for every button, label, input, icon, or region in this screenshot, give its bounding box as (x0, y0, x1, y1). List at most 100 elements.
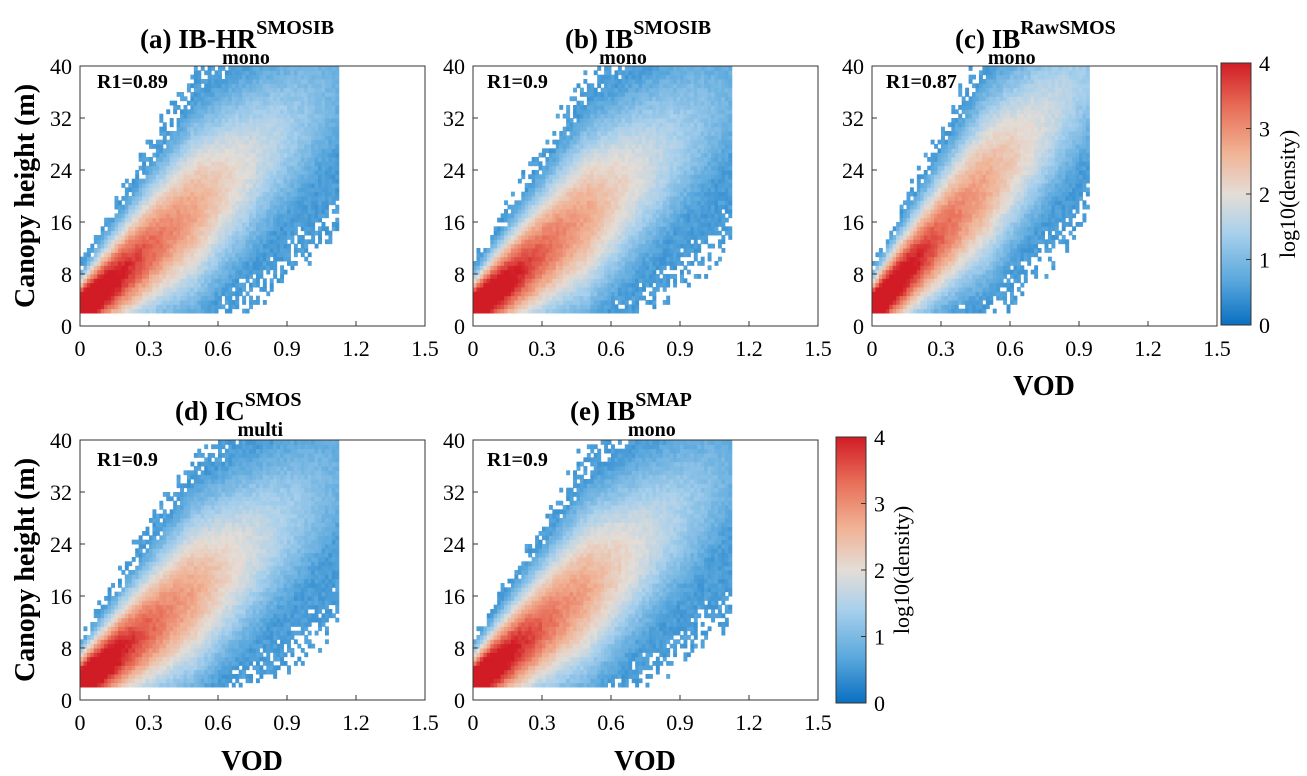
heatmap-cell (135, 235, 140, 240)
heatmap-cell (169, 148, 174, 154)
heatmap-cell (287, 113, 291, 119)
heatmap-cell (517, 295, 522, 301)
heatmap-cell (149, 235, 153, 240)
heatmap-cell (169, 213, 174, 219)
heatmap-cell (200, 178, 205, 184)
heatmap-cell (231, 217, 236, 223)
heatmap-cell (607, 239, 612, 245)
heatmap-cell (583, 209, 588, 214)
heatmap-cell (173, 135, 178, 141)
heatmap-cell (517, 230, 522, 236)
heatmap-cell (314, 161, 319, 167)
heatmap-cell (255, 74, 260, 80)
heatmap-cell (607, 248, 612, 253)
heatmap-cell (204, 178, 209, 184)
heatmap-cell (111, 291, 115, 297)
heatmap-cell (200, 144, 205, 149)
heatmap-cell (535, 183, 540, 188)
heatmap-cell (566, 170, 571, 175)
heatmap-cell (145, 243, 150, 249)
heatmap-cell (287, 213, 291, 219)
heatmap-cell (552, 261, 557, 266)
heatmap-cell (266, 178, 271, 184)
heatmap-cell (628, 217, 633, 223)
heatmap-cell (555, 243, 560, 249)
heatmap-cell (335, 135, 340, 141)
heatmap-cell (186, 83, 191, 89)
heatmap-cell (231, 304, 236, 310)
heatmap-cell (628, 226, 633, 232)
heatmap-cell (328, 122, 333, 128)
heatmap-cell (266, 144, 271, 149)
heatmap-cell (307, 200, 312, 206)
heatmap-cell (159, 213, 164, 219)
heatmap-cell (169, 295, 174, 301)
heatmap-cell (593, 183, 598, 188)
heatmap-cell (214, 256, 219, 262)
heatmap-cell (280, 74, 285, 80)
heatmap-cell (183, 248, 188, 253)
heatmap-cell (552, 230, 557, 236)
heatmap-cell (100, 278, 105, 284)
heatmap-cell (562, 209, 567, 214)
heatmap-cell (176, 265, 181, 271)
heatmap-cell (569, 135, 574, 141)
heatmap-cell (86, 261, 91, 266)
heatmap-cell (183, 217, 188, 223)
heatmap-cell (559, 187, 564, 193)
heatmap-cell (249, 295, 253, 301)
heatmap-cell (266, 157, 271, 162)
heatmap-cell (207, 300, 212, 305)
heatmap-cell (214, 291, 219, 297)
heatmap-cell (224, 209, 229, 214)
heatmap-cell (579, 183, 584, 188)
heatmap-cell (290, 87, 295, 93)
heatmap-cell (611, 304, 615, 310)
heatmap-cell (235, 204, 240, 210)
heatmap-cell (597, 295, 602, 301)
heatmap-cell (280, 135, 285, 141)
heatmap-cell (311, 209, 316, 214)
heatmap-cell (221, 131, 226, 136)
heatmap-cell (483, 261, 488, 266)
heatmap-cell (224, 122, 229, 128)
heatmap-cell (552, 222, 557, 227)
heatmap-cell (224, 230, 229, 236)
heatmap-cell (252, 209, 257, 214)
heatmap-cell (604, 191, 609, 197)
heatmap-cell (114, 287, 119, 292)
heatmap-cell (631, 131, 636, 136)
heatmap-cell (117, 239, 122, 245)
heatmap-cell (149, 170, 153, 175)
heatmap-cell (238, 282, 243, 288)
heatmap-cell (517, 252, 522, 258)
heatmap-cell (621, 174, 626, 180)
heatmap-cell (583, 217, 588, 223)
heatmap-cell (245, 178, 250, 184)
heatmap-cell (107, 243, 112, 249)
heatmap-cell (617, 308, 622, 314)
heatmap-cell (297, 178, 302, 184)
heatmap-cell (611, 291, 615, 297)
heatmap-cell (500, 269, 505, 275)
heatmap-cell (131, 191, 136, 197)
panel-b-title-sup: SMOSIB (633, 17, 711, 39)
heatmap-cell (631, 109, 636, 115)
heatmap-cell (493, 261, 498, 266)
heatmap-cell (155, 308, 160, 314)
heatmap-cell (311, 144, 316, 149)
heatmap-cell (214, 144, 219, 149)
heatmap-cell (569, 170, 574, 175)
heatmap-cell (221, 187, 226, 193)
heatmap-cell (166, 161, 171, 167)
heatmap-cell (576, 178, 581, 184)
heatmap-cell (300, 92, 305, 97)
heatmap-cell (314, 105, 319, 110)
heatmap-cell (297, 157, 302, 162)
heatmap-cell (631, 256, 636, 262)
heatmap-cell (107, 304, 112, 310)
heatmap-cell (614, 243, 619, 249)
heatmap-cell (238, 87, 243, 93)
heatmap-cell (142, 226, 147, 232)
heatmap-cell (504, 252, 508, 258)
